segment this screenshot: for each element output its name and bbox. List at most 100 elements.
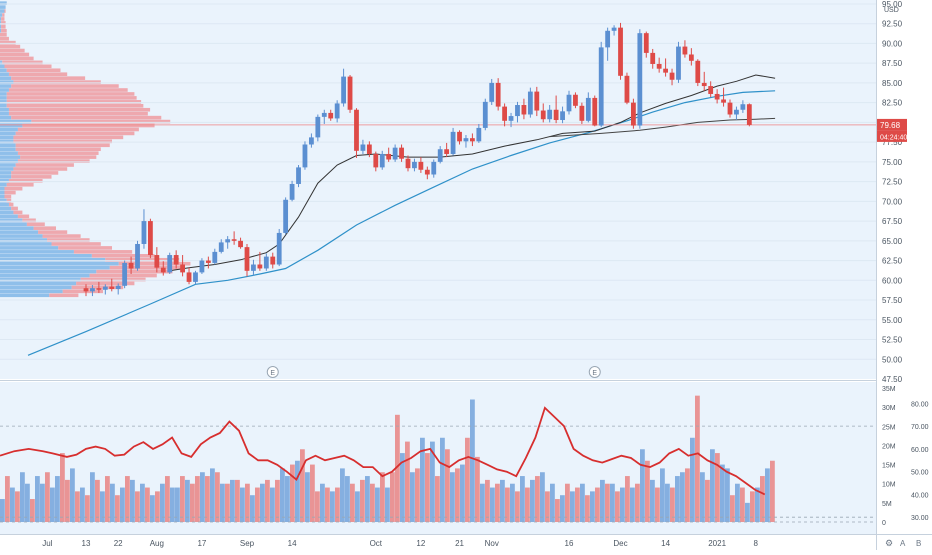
candle	[734, 106, 739, 121]
volume-bar	[335, 487, 340, 522]
price-axis[interactable]: 47.50 50.00 52.50 55.00 57.50 60.00 62.50 65.00…	[877, 0, 907, 384]
candle-body	[96, 288, 102, 290]
volume-bar	[395, 414, 400, 522]
volume-bar	[745, 502, 750, 522]
candle	[740, 100, 746, 113]
profile-bar-up	[0, 68, 7, 73]
price-tick-label: 67.50	[882, 217, 903, 226]
candle-body	[437, 149, 443, 162]
volume-bar	[515, 491, 520, 522]
volume-bar	[730, 495, 735, 522]
volume-bar	[570, 491, 575, 522]
profile-bar-up	[0, 175, 12, 179]
time-tick-label: 17	[197, 539, 206, 548]
candle-body	[238, 240, 243, 248]
volume-bar	[445, 449, 450, 522]
price-tick-label: 82.50	[882, 99, 903, 108]
profile-bar-down	[2, 13, 5, 17]
auto-scale-button[interactable]: A	[900, 539, 906, 548]
profile-bar-down	[4, 194, 12, 199]
candle	[135, 240, 140, 271]
candle-body	[489, 82, 495, 102]
volume-bar	[435, 476, 440, 522]
volume-tick-label: 25M	[882, 424, 896, 431]
profile-bar-up	[0, 257, 106, 262]
candle-body	[714, 93, 720, 100]
profile-bar-up	[0, 135, 14, 140]
log-scale-button[interactable]: B	[916, 539, 921, 548]
profile-bar-up	[0, 226, 34, 230]
price-tick-label: 50.00	[882, 355, 903, 364]
candle	[392, 144, 398, 162]
lower-panel-axis[interactable]: 0 5M 10M 15M 20M 25M 30M 35M 30.00 40.00 50.00 60.0…	[882, 386, 929, 527]
profile-bar-up	[0, 210, 14, 215]
profile-bar-up	[0, 171, 12, 175]
time-tick-label: 22	[114, 539, 123, 548]
candle-body	[218, 242, 224, 252]
corner-icons[interactable]: ⚙ A B	[885, 538, 921, 548]
time-axis[interactable]: Jul 13 22 Aug 17 Sep 14 Oct 12 21 Nov 16 Dec 14 2021 8	[42, 539, 758, 548]
volume-bar	[195, 476, 200, 522]
volume-bar	[30, 499, 35, 522]
lower-panel-guides	[0, 425, 876, 523]
volume-tick-label: 15M	[882, 463, 896, 470]
volume-bar	[705, 479, 710, 522]
profile-bar-up	[0, 76, 12, 80]
volume-bar	[70, 468, 75, 522]
volume-bar	[295, 460, 300, 522]
countdown-tag	[877, 130, 907, 142]
volume-bar	[190, 483, 195, 522]
candle	[470, 133, 475, 147]
profile-bar-down	[8, 202, 14, 207]
candle	[405, 155, 411, 172]
volume-bar	[330, 491, 335, 522]
time-tick-label: 21	[455, 539, 464, 548]
profile-bar-up	[0, 84, 12, 88]
volume-bar	[275, 479, 280, 522]
profile-bar-down	[109, 265, 182, 270]
candle-body	[585, 97, 591, 121]
candle-body	[431, 161, 437, 175]
volume-bar	[405, 441, 410, 522]
candle-body	[682, 46, 688, 55]
volume-bar	[725, 468, 730, 522]
price-tick-label: 47.50	[882, 375, 903, 384]
candle-body	[412, 161, 417, 169]
candle	[193, 270, 198, 285]
candle-body	[508, 116, 514, 121]
candle	[527, 87, 533, 118]
volume-bar	[760, 476, 765, 522]
candle	[482, 98, 488, 131]
candle	[424, 166, 430, 180]
volume-bar	[520, 476, 525, 522]
earnings-marker-label: E	[592, 370, 597, 377]
earnings-marker[interactable]	[588, 366, 601, 378]
candle	[444, 142, 450, 158]
volume-bar	[90, 472, 95, 522]
slow-moving-average-line	[27, 90, 776, 356]
candle-body	[231, 239, 237, 241]
candle-body	[540, 110, 546, 120]
volume-bar	[610, 483, 615, 522]
profile-bar-up	[0, 131, 16, 136]
volume-bar	[615, 491, 620, 522]
profile-bar-up	[0, 28, 2, 33]
volume-bar	[640, 449, 645, 522]
volume-bar	[245, 483, 250, 522]
candle-body	[386, 153, 392, 160]
last-price-tag[interactable]	[877, 118, 907, 131]
profile-bar-down	[11, 206, 18, 211]
candle-body	[573, 94, 578, 106]
volume-bar	[35, 476, 40, 522]
profile-bar-up	[0, 222, 27, 227]
candle	[379, 150, 385, 170]
earnings-marker[interactable]	[266, 366, 279, 378]
volume-bar	[265, 479, 270, 522]
settings-icon[interactable]: ⚙	[885, 538, 893, 548]
candle-body	[141, 221, 147, 244]
candle	[315, 114, 321, 142]
candle	[457, 130, 462, 145]
